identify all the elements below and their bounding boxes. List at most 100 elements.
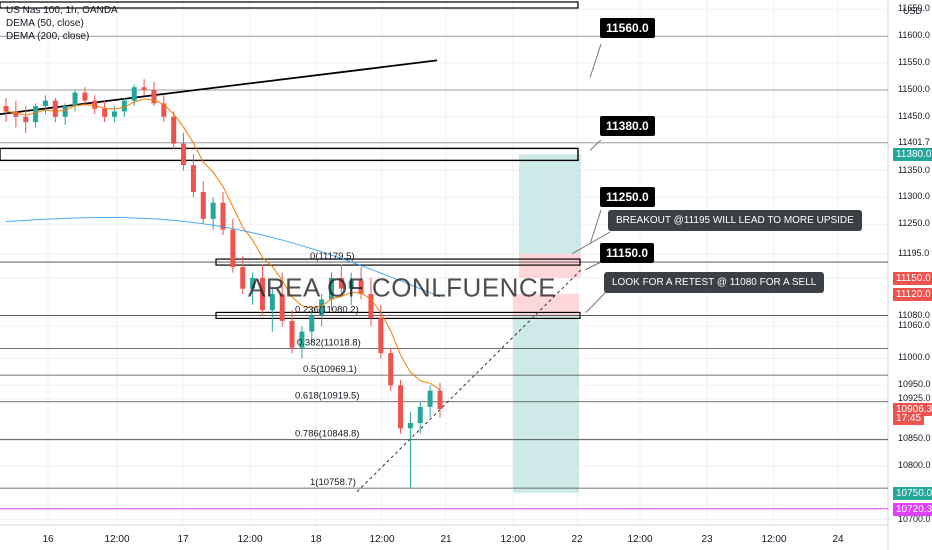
callout-leader (584, 261, 602, 271)
note-leader (585, 291, 607, 313)
price-tick-label: 11350.0 (898, 164, 930, 175)
time-tick-label: 12:00 (369, 534, 395, 545)
candle-body (437, 390, 443, 409)
candle-body (279, 294, 285, 321)
chart-legend: US Nas 100, 1h, OANDA DEMA (50, close) D… (6, 4, 118, 43)
time-tick-label: 12:00 (237, 534, 263, 545)
candle-body (240, 267, 246, 289)
candle-body (259, 277, 265, 311)
candle-body (190, 165, 196, 192)
fib-label: 1(10758.7) (310, 477, 356, 488)
candle-body (299, 331, 305, 348)
symbol-label[interactable]: US Nas 100, 1h, OANDA (6, 5, 118, 16)
candle-body (407, 422, 413, 429)
price-tick-label: 10925.0 (898, 392, 931, 403)
callout-leader (589, 43, 602, 78)
price-tick-label: 11195.0 (898, 247, 930, 258)
price-chip: 17:45 (893, 411, 925, 425)
candle-body (269, 294, 275, 311)
dema50-line (5, 98, 441, 391)
long-target-zone (519, 154, 581, 254)
candle-body (378, 318, 384, 354)
short-target-zone (513, 315, 579, 493)
time-tick-label: 21 (440, 534, 452, 545)
candle-body (13, 111, 19, 117)
price-tick-label: 11450.0 (898, 110, 930, 121)
time-tick-label: 16 (42, 534, 54, 545)
candle-body (72, 92, 78, 107)
callout-leader (589, 139, 602, 151)
candle-body (329, 277, 334, 300)
fib-label: 0(11179.5) (310, 251, 355, 262)
candle-body (3, 106, 9, 112)
price-tick-label: 11000.0 (898, 352, 930, 363)
price-tick-label: 11500.0 (898, 83, 930, 94)
long-stop-zone (519, 253, 581, 278)
price-chip: 10720.3 (893, 502, 932, 516)
price-chip: 11150.0 (893, 271, 932, 285)
candle-body (121, 100, 127, 112)
time-tick-label: 24 (832, 534, 844, 545)
price-tick-label: 11650.0 (898, 3, 930, 14)
price-tick-label: 11600.0 (898, 30, 930, 41)
fib-label: 0.618(10919.5) (295, 391, 359, 402)
fib-label: 0.382(11018.8) (297, 337, 361, 348)
candle-body (309, 315, 315, 332)
price-tick-label: 10950.0 (898, 379, 931, 390)
callout-11250: 11250.0 (600, 187, 655, 207)
price-chip: 10750.0 (893, 486, 932, 500)
resistance-box (0, 147, 579, 162)
price-tick-label: 10800.0 (898, 459, 931, 470)
price-chip: 11120.0 (893, 288, 932, 302)
confluence-label: AREA OF CONLFUENCE (248, 273, 556, 303)
callout-11150: 11150.0 (600, 243, 655, 263)
candle-body (112, 111, 117, 117)
candle-body (417, 406, 423, 423)
candle-body (62, 106, 68, 117)
candle-body (230, 229, 236, 268)
confluence-top-box (215, 258, 581, 266)
time-tick-label: 12:00 (104, 534, 130, 545)
time-tick-label: 23 (701, 534, 713, 545)
price-tick-label: 11060.0 (898, 320, 930, 331)
candle-body (200, 191, 206, 219)
candle-body (338, 277, 344, 289)
currency-label: USD (903, 6, 923, 16)
fib-label: 0.5(10969.1) (303, 364, 357, 375)
time-tick-label: 17 (177, 534, 189, 545)
candle-body (250, 277, 256, 289)
callout-leader (589, 209, 602, 245)
candle-body (289, 320, 295, 348)
candle-body (388, 353, 394, 386)
dema200-label[interactable]: DEMA (200, close) (6, 31, 90, 42)
candle-body (210, 202, 216, 219)
candle-body (161, 103, 167, 117)
retest-note: LOOK FOR A RETEST @ 11080 FOR A SELL (604, 272, 825, 293)
note-leader (571, 231, 611, 255)
price-tick-label: 11401.7 (898, 136, 930, 147)
dema50-label[interactable]: DEMA (50, close) (6, 18, 84, 29)
projection-line (356, 269, 582, 493)
candle-body (33, 106, 39, 123)
time-tick-label: 12:00 (627, 534, 653, 545)
time-tick-label: 22 (571, 534, 583, 545)
candle-body (427, 390, 433, 407)
top-box (0, 1, 579, 9)
confluence-bottom-box (215, 311, 581, 320)
dema200-line (5, 217, 441, 298)
candle-body (171, 116, 177, 144)
time-tick-label: 18 (310, 534, 322, 545)
candle-body (52, 100, 58, 117)
time-tick-label: 12:00 (500, 534, 526, 545)
candle-body (102, 108, 108, 117)
price-tick-label: 11300.0 (898, 191, 930, 202)
price-tick-label: 10700.0 (898, 513, 931, 524)
breakout-note: BREAKOUT @11195 WILL LEAD TO MORE UPSIDE (608, 210, 862, 231)
fib-label: 0.236(11080.2) (295, 304, 359, 315)
candle-body (141, 87, 147, 90)
candle-body (131, 87, 137, 101)
fib-label: 0.786(10848.8) (295, 429, 359, 440)
candle-body (151, 89, 157, 104)
candle-body (220, 202, 226, 230)
candle-body (181, 143, 187, 166)
